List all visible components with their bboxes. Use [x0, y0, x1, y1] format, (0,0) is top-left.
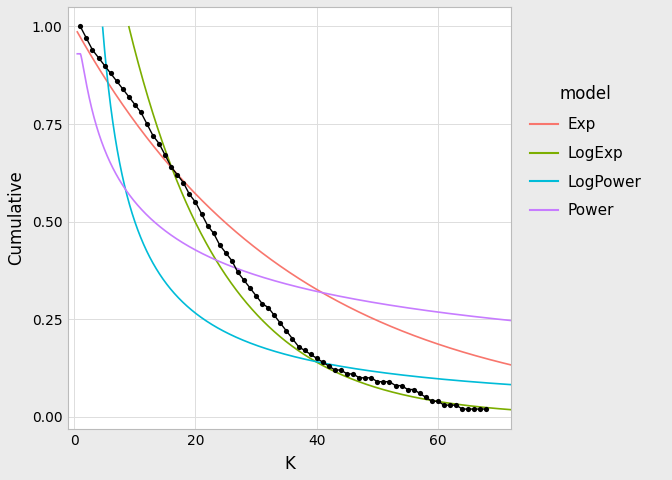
- Point: [341, 370, 352, 378]
- Point: [148, 132, 159, 140]
- Point: [403, 385, 413, 393]
- Point: [281, 327, 292, 335]
- Point: [196, 210, 207, 218]
- Point: [305, 350, 316, 358]
- Point: [372, 378, 383, 385]
- X-axis label: K: K: [284, 455, 295, 473]
- Point: [269, 312, 280, 319]
- Point: [433, 397, 444, 405]
- Point: [469, 405, 480, 413]
- Point: [299, 347, 310, 354]
- Point: [93, 54, 104, 61]
- Point: [457, 405, 468, 413]
- Point: [481, 405, 492, 413]
- Point: [160, 152, 171, 159]
- Point: [463, 405, 474, 413]
- Point: [226, 257, 237, 264]
- Point: [142, 120, 153, 128]
- Point: [360, 374, 371, 382]
- Point: [415, 390, 425, 397]
- Point: [190, 198, 201, 206]
- Point: [335, 366, 346, 374]
- Point: [75, 23, 86, 30]
- Point: [166, 163, 177, 171]
- Point: [475, 405, 486, 413]
- Point: [220, 249, 231, 257]
- Point: [106, 70, 116, 77]
- Point: [275, 319, 286, 327]
- Point: [239, 276, 249, 284]
- Point: [202, 222, 213, 229]
- Point: [353, 374, 364, 382]
- Point: [99, 61, 110, 69]
- Point: [87, 46, 98, 54]
- Point: [214, 241, 225, 249]
- Point: [378, 378, 389, 385]
- Point: [329, 366, 340, 374]
- Point: [347, 370, 358, 378]
- Point: [409, 385, 419, 393]
- Point: [390, 382, 401, 389]
- Point: [257, 300, 267, 308]
- Point: [293, 343, 304, 350]
- Point: [136, 108, 146, 116]
- Point: [317, 359, 328, 366]
- Point: [112, 77, 122, 85]
- Point: [263, 304, 274, 312]
- Point: [427, 397, 437, 405]
- Point: [366, 374, 377, 382]
- Point: [178, 179, 189, 186]
- Point: [311, 354, 322, 362]
- Point: [184, 191, 195, 198]
- Point: [245, 284, 255, 292]
- Point: [154, 140, 165, 147]
- Point: [130, 101, 140, 108]
- Point: [439, 401, 450, 409]
- Point: [208, 229, 219, 237]
- Point: [172, 171, 183, 179]
- Point: [451, 401, 462, 409]
- Y-axis label: Cumulative: Cumulative: [7, 170, 25, 265]
- Point: [81, 35, 92, 42]
- Legend: Exp, LogExp, LogPower, Power: Exp, LogExp, LogPower, Power: [523, 78, 648, 226]
- Point: [323, 362, 334, 370]
- Point: [233, 269, 243, 276]
- Point: [118, 85, 128, 93]
- Point: [287, 335, 298, 343]
- Point: [421, 394, 431, 401]
- Point: [251, 292, 261, 300]
- Point: [396, 382, 407, 389]
- Point: [384, 378, 395, 385]
- Point: [445, 401, 456, 409]
- Point: [124, 93, 134, 101]
